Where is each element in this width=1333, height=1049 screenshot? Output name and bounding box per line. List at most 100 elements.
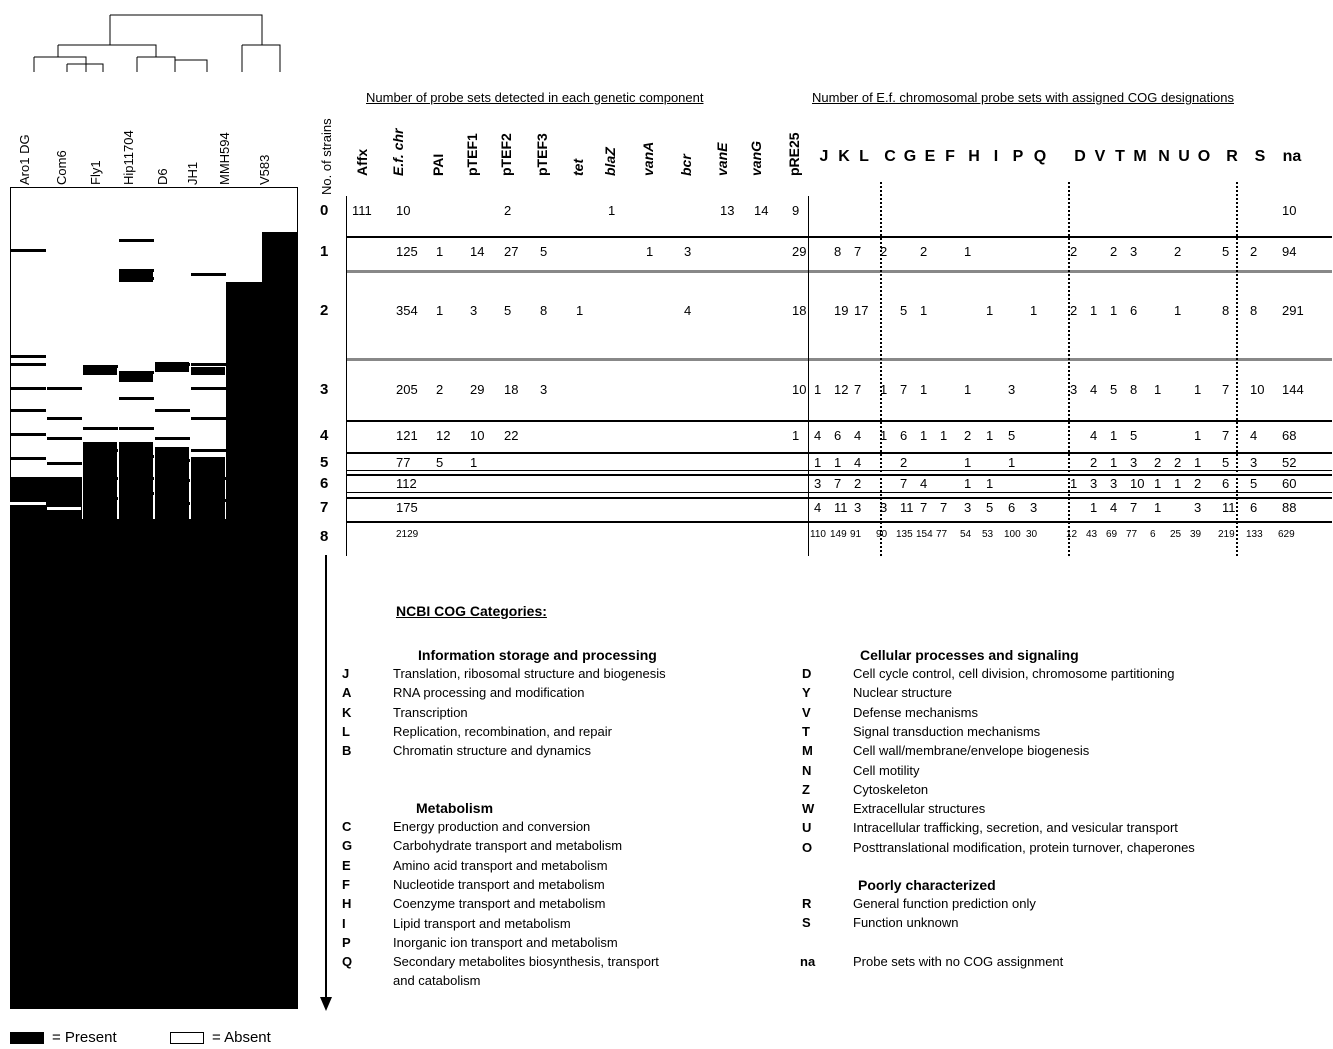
cog-cell: 3 xyxy=(1130,455,1138,470)
cog-header: R xyxy=(1226,148,1238,165)
legend-group-title: Information storage and processing xyxy=(418,647,657,663)
cog-cell: 1 xyxy=(834,455,842,470)
legend-desc: Replication, recombination, and repair xyxy=(393,723,612,739)
table-mid-border xyxy=(808,196,809,556)
heatmap-band xyxy=(227,397,262,400)
row-label: 6 xyxy=(320,475,329,492)
cog-cell: 3 xyxy=(1110,476,1118,491)
cog-cell: 1 xyxy=(920,428,928,443)
component-cell: 1 xyxy=(470,455,478,470)
cog-cell: 135 xyxy=(896,529,913,540)
legend-key: Q xyxy=(342,954,353,970)
component-cell: 4 xyxy=(684,303,692,318)
heatmap-band xyxy=(119,272,153,282)
heatmap-band xyxy=(83,367,117,375)
cog-cell: 7 xyxy=(940,500,948,515)
cog-cell: 11 xyxy=(834,500,848,515)
heatmap-band xyxy=(155,447,189,519)
component-cell: 5 xyxy=(436,455,444,470)
heatmap-band xyxy=(11,457,46,460)
cog-header: D xyxy=(1074,148,1086,165)
cog-cell: 53 xyxy=(982,529,994,540)
cog-cell: 110 xyxy=(810,529,826,540)
cog-cell: 629 xyxy=(1278,529,1295,540)
component-cell: 354 xyxy=(396,303,418,318)
legend-desc: Inorganic ion transport and metabolism xyxy=(393,934,618,950)
present-label: = Present xyxy=(52,1029,117,1046)
heatmap-band xyxy=(10,502,46,505)
component-cell: 12 xyxy=(436,428,451,443)
y-axis-label: No. of strains xyxy=(319,118,334,195)
component-cell: 1 xyxy=(792,428,800,443)
cog-header: J xyxy=(819,148,829,165)
heatmap-band xyxy=(119,372,153,382)
heatmap-band xyxy=(11,355,46,358)
cog-cell: 2 xyxy=(854,476,862,491)
cog-cell: 4 xyxy=(920,476,928,491)
component-header: pTEF1 xyxy=(464,133,480,176)
cog-cell: 8 xyxy=(1130,382,1138,397)
row-divider xyxy=(346,497,1332,499)
cog-header: F xyxy=(945,148,955,165)
legend-desc: Translation, ribosomal structure and bio… xyxy=(393,666,666,681)
cog-cell: 39 xyxy=(1190,529,1202,540)
legend-key: W xyxy=(802,801,815,817)
legend-desc: Extracellular structures xyxy=(853,801,986,817)
heatmap-band xyxy=(11,387,46,390)
cog-cell: 6 xyxy=(834,428,842,443)
heatmap-band xyxy=(47,507,81,510)
cog-cell: 1 xyxy=(814,455,822,470)
cog-cell: 2 xyxy=(1070,303,1078,318)
cog-cell: 6 xyxy=(1222,476,1230,491)
cog-cell: 133 xyxy=(1246,529,1263,540)
cog-cell: 25 xyxy=(1170,529,1182,540)
cog-header: P xyxy=(1012,148,1024,165)
cog-cell: 7 xyxy=(854,382,862,397)
cog-cell: 2 xyxy=(1194,476,1202,491)
row-divider xyxy=(346,358,1332,361)
heatmap-band xyxy=(119,269,154,272)
legend-desc: Chromatin structure and dynamics xyxy=(393,743,591,759)
presence-heatmap xyxy=(10,187,298,1009)
row-divider xyxy=(346,236,1332,238)
legend-desc: Cell cycle control, cell division, chrom… xyxy=(853,666,1175,681)
cog-cell: 17 xyxy=(854,303,869,318)
component-cell: 1 xyxy=(608,203,616,218)
heatmap-band xyxy=(10,519,298,1009)
heatmap-band xyxy=(226,282,298,519)
cog-cell: 4 xyxy=(854,455,862,470)
row-divider xyxy=(346,270,1332,273)
component-cell: 5 xyxy=(540,244,548,259)
row-label: 7 xyxy=(320,499,329,516)
cog-group-divider xyxy=(1068,182,1070,556)
component-cell: 1 xyxy=(436,303,444,318)
heatmap-band xyxy=(262,232,298,282)
cog-cell: 7 xyxy=(854,244,862,259)
cog-cell: 5 xyxy=(986,500,994,515)
cog-cell: 2 xyxy=(1070,244,1078,259)
component-cell: 3 xyxy=(540,382,548,397)
table-left-border xyxy=(346,196,347,556)
cog-cell: 2 xyxy=(880,244,888,259)
cog-cell: 1 xyxy=(986,303,994,318)
cog-cell: 12 xyxy=(834,382,849,397)
component-cell: 111 xyxy=(352,203,372,218)
legend-desc: Energy production and conversion xyxy=(393,819,591,834)
heatmap-band xyxy=(47,437,82,440)
cog-cell: 1 xyxy=(964,455,972,470)
cog-cell: 5 xyxy=(1008,428,1016,443)
cog-cell: 100 xyxy=(1004,529,1021,540)
cog-cell: 6 xyxy=(1008,500,1016,515)
cog-header: K xyxy=(838,148,850,165)
legend-key: C xyxy=(342,819,352,834)
cog-cell: 1 xyxy=(986,476,994,491)
component-cell: 18 xyxy=(504,382,519,397)
legend-key: B xyxy=(342,743,352,759)
legend-key: A xyxy=(342,685,352,701)
legend-key: F xyxy=(342,876,350,892)
row-label: 2 xyxy=(320,302,329,319)
components-title: Number of probe sets detected in each ge… xyxy=(366,90,704,105)
row-label: 0 xyxy=(320,202,329,219)
component-cell: 8 xyxy=(540,303,548,318)
cog-cell: 4 xyxy=(1110,500,1118,515)
